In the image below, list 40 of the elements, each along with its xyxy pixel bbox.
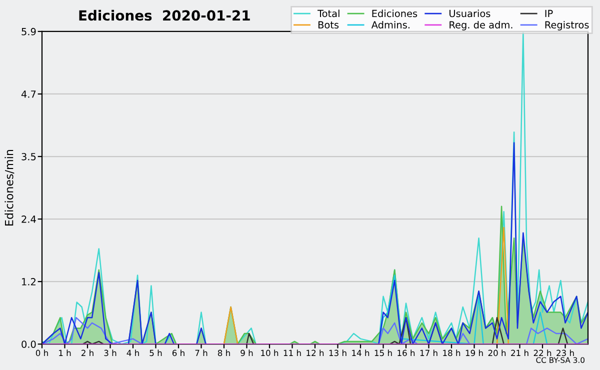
x-tick-label: 11 h (284, 350, 301, 356)
x-tick-label: 15 h (374, 350, 392, 356)
x-tick-label: 12 h (306, 350, 324, 356)
y-axis-title: Ediciones/min (4, 150, 14, 226)
x-tick-label: 9 h (240, 350, 253, 356)
legend-label: Ediciones (372, 10, 418, 18)
x-tick-label: 8 h (218, 350, 230, 356)
y-tick-label: 4.7 (21, 90, 36, 98)
legend-label: Total (318, 10, 340, 18)
x-tick-label: 23 h (556, 350, 574, 356)
x-tick-label: 2 h (81, 350, 94, 356)
x-tick-label: 5 h (150, 350, 162, 356)
x-tick-label: 0 h (36, 350, 48, 356)
y-tick-label: 5.9 (22, 28, 36, 36)
y-tick-label: 1.2 (22, 278, 36, 286)
legend-label: IP (545, 10, 553, 18)
legend-label: Registros (545, 20, 589, 30)
x-tick-label: 10 h (261, 350, 278, 356)
legend-label: Usuarios (450, 10, 490, 18)
x-tick-label: 21 h (511, 350, 528, 356)
x-tick-label: 20 h (488, 350, 506, 356)
x-tick-label: 7 h (195, 350, 208, 356)
x-tick-label: 19 h (466, 350, 483, 356)
x-tick-label: 1 h (59, 350, 71, 356)
legend-label: Admins. (371, 20, 410, 29)
chart-title: Ediciones 2020-01-21 (79, 10, 250, 21)
y-tick-label: 3.5 (22, 152, 36, 160)
y-tick-label: 2.4 (22, 216, 36, 223)
x-tick-label: 17 h (420, 350, 438, 356)
x-tick-label: 18 h (443, 350, 460, 356)
y-tick-label: 0.0 (22, 340, 36, 348)
legend-label: Bots (318, 21, 339, 29)
x-tick-label: 3 h (104, 350, 116, 356)
x-tick-label: 13 h (329, 350, 346, 356)
x-tick-label: 6 h (172, 350, 184, 356)
x-tick-label: 16 h (398, 350, 415, 356)
x-tick-label: 4 h (126, 350, 139, 356)
x-tick-label: 22 h (534, 350, 552, 356)
legend-label: Reg. de adm. (450, 20, 512, 30)
x-tick-label: 14 h (352, 350, 370, 356)
